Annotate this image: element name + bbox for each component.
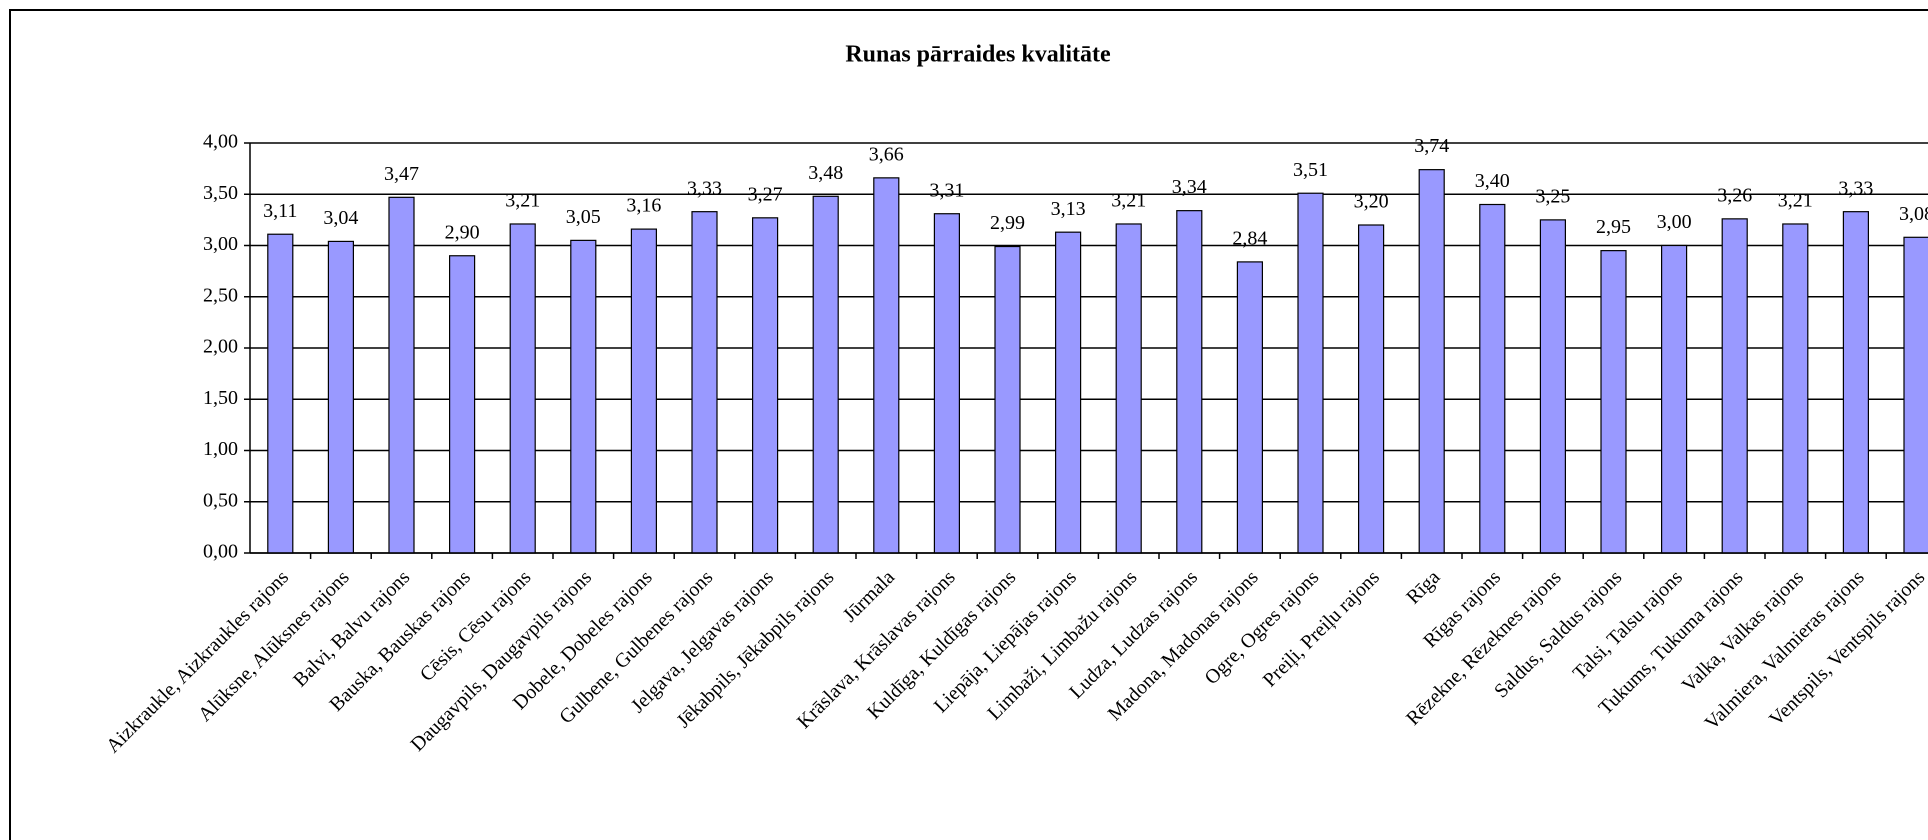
- bar: [1660, 244, 1688, 554]
- data-label: 3,13: [1051, 198, 1086, 220]
- data-label: 3,25: [1535, 185, 1570, 207]
- bar: [812, 195, 839, 554]
- data-label: 2,84: [1232, 227, 1267, 249]
- y-tick-label: 0,00: [203, 541, 238, 563]
- chart-title: Runas pārraides kvalitāte: [845, 42, 1111, 68]
- bar: [1539, 219, 1567, 554]
- bar: [327, 240, 354, 554]
- bar: [1842, 211, 1870, 554]
- data-label: 3,33: [687, 177, 722, 199]
- bar: [1782, 223, 1809, 554]
- bar: [1903, 236, 1928, 554]
- chart-border: [9, 9, 1928, 840]
- data-label: 3,47: [384, 163, 419, 185]
- data-label: 3,51: [1293, 159, 1328, 181]
- bar: [1357, 224, 1385, 554]
- y-tick-label: 2,00: [203, 336, 238, 358]
- bar: [388, 196, 415, 554]
- y-tick-label: 1,00: [203, 438, 238, 460]
- y-tick-label: 4,00: [203, 131, 238, 153]
- bar: [1479, 203, 1506, 554]
- bar: [1054, 231, 1082, 554]
- data-label: 3,33: [1838, 177, 1873, 199]
- data-label: 3,40: [1475, 170, 1510, 192]
- data-label: 3,08: [1899, 203, 1928, 225]
- bar: [267, 233, 294, 554]
- data-label: 3,04: [323, 207, 358, 229]
- bar: [873, 177, 900, 554]
- data-label: 2,99: [990, 212, 1025, 234]
- bar: [751, 217, 779, 554]
- y-tick-label: 2,50: [203, 284, 238, 306]
- y-tick-label: 0,50: [203, 489, 238, 511]
- data-label: 3,48: [808, 162, 843, 184]
- y-tick-label: 3,50: [203, 182, 238, 204]
- data-label: 3,27: [748, 183, 783, 205]
- bar: [1115, 223, 1142, 554]
- data-label: 3,34: [1172, 176, 1207, 198]
- data-label: 3,26: [1717, 184, 1752, 206]
- bar: [994, 245, 1021, 554]
- data-label: 3,74: [1414, 135, 1449, 157]
- y-tick-label: 1,50: [203, 387, 238, 409]
- data-label: 3,05: [566, 206, 601, 228]
- bar: [449, 255, 476, 554]
- data-label: 3,00: [1657, 211, 1692, 233]
- bar: [1418, 169, 1445, 554]
- bar: [1600, 250, 1627, 554]
- data-label: 3,21: [1778, 190, 1813, 212]
- data-label: 3,16: [626, 195, 661, 217]
- bar: [570, 239, 597, 554]
- y-tick-label: 3,00: [203, 233, 238, 255]
- data-label: 3,21: [505, 190, 540, 212]
- data-label: 2,90: [445, 221, 480, 243]
- bar: [1236, 261, 1264, 554]
- data-label: 3,20: [1354, 191, 1389, 213]
- data-label: 3,11: [263, 200, 297, 222]
- data-label: 3,66: [869, 143, 904, 165]
- bar: [691, 211, 718, 554]
- data-label: 2,95: [1596, 216, 1631, 238]
- data-label: 3,31: [929, 179, 964, 201]
- bar: [630, 228, 658, 554]
- bar: [1297, 192, 1324, 554]
- bar: [509, 223, 536, 554]
- bar: [933, 213, 961, 554]
- bar: [1721, 218, 1748, 554]
- bar: [1176, 210, 1203, 554]
- data-label: 3,21: [1111, 190, 1146, 212]
